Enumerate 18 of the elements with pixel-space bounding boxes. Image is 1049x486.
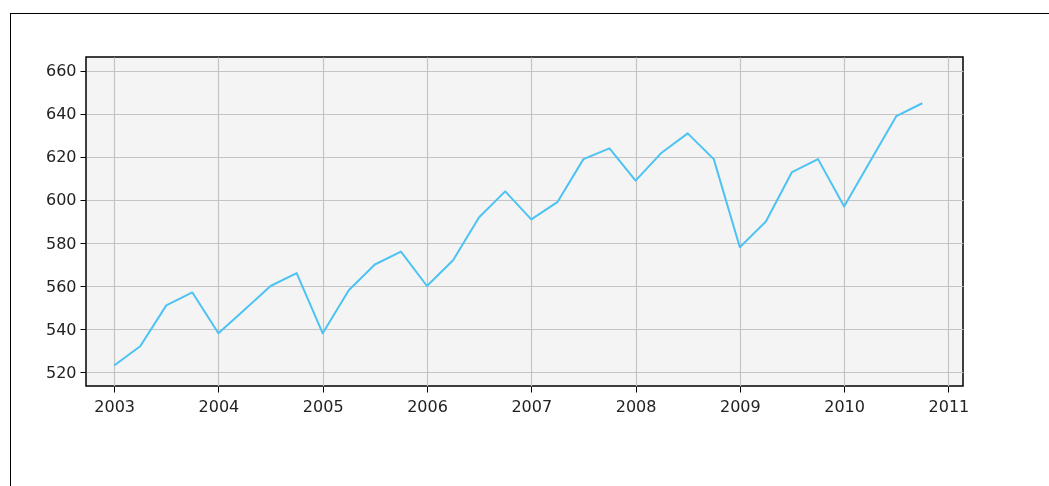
y-tick-label: 640 (45, 104, 77, 124)
y-tick-label: 580 (45, 233, 77, 253)
x-tick-label: 2007 (511, 396, 553, 416)
x-tick-label: 2011 (928, 396, 970, 416)
x-tick-label: 2006 (407, 396, 448, 416)
y-tick-label: 600 (45, 190, 77, 210)
y-tick-label: 560 (45, 276, 77, 296)
line-series (113, 102, 924, 367)
y-tick-label: 520 (45, 362, 77, 382)
x-tick-label: 2005 (302, 396, 344, 416)
y-tick-label: 620 (45, 147, 77, 167)
y-tick-label: 660 (45, 61, 77, 81)
x-tick-label: 2008 (615, 396, 657, 416)
x-tick-label: 2009 (719, 396, 761, 416)
y-tick-label: 540 (45, 319, 77, 339)
x-tick-label: 2003 (94, 396, 136, 416)
x-tick-label: 2010 (824, 396, 865, 416)
x-tick-label: 2004 (198, 396, 240, 416)
